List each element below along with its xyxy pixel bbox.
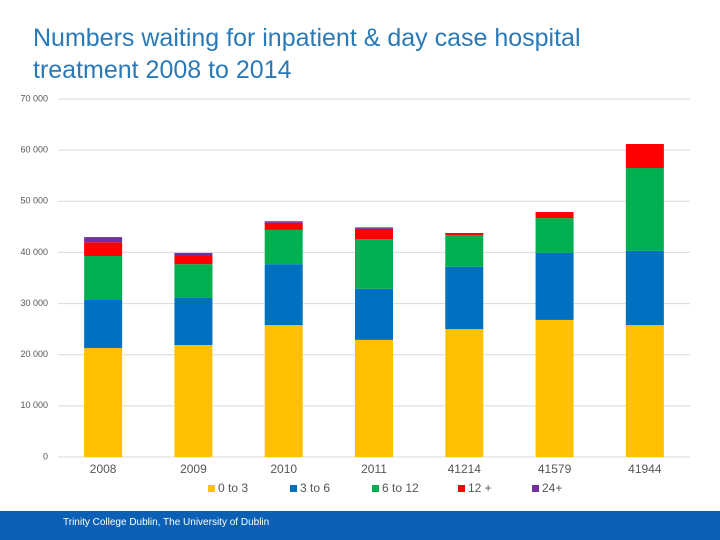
x-tick-label: 41579	[538, 462, 572, 476]
bar-segment	[84, 299, 123, 349]
chart: 0 10 000 20 000 30 000 40 000 50 000 60 000 70 …	[20, 93, 690, 495]
bar-segment	[84, 256, 123, 300]
bar-segment	[264, 325, 303, 457]
x-tick-label: 41944	[628, 462, 662, 476]
bar-segment	[264, 264, 303, 326]
bar-segment	[174, 264, 213, 298]
bar-segment	[625, 144, 664, 169]
legend-label: 24+	[542, 481, 562, 495]
y-tick-label: 20 000	[20, 349, 48, 359]
bar-segment	[625, 250, 664, 326]
bar-segment	[84, 348, 123, 457]
legend-swatch	[372, 485, 379, 492]
y-tick-label: 30 000	[20, 298, 48, 308]
bar-segment	[445, 232, 484, 236]
bar-segment	[445, 235, 484, 267]
y-tick-label: 40 000	[20, 247, 48, 257]
legend-swatch	[532, 485, 539, 492]
bar-segment	[264, 221, 303, 223]
x-tick-label: 2009	[180, 462, 207, 476]
bar-segment	[535, 212, 574, 219]
bar-segment	[535, 319, 574, 457]
bar-segment	[174, 252, 213, 257]
bar-segment	[355, 228, 393, 240]
legend-swatch	[290, 485, 297, 492]
bar-segment	[355, 288, 393, 340]
y-tick-label: 0	[43, 451, 48, 461]
bar-segment	[445, 329, 484, 457]
bar-segment	[84, 242, 123, 257]
x-tick-label: 2010	[270, 462, 297, 476]
bar-segment	[174, 344, 213, 457]
footer-bar: Trinity College Dublin, The University o…	[0, 511, 720, 540]
legend-label: 12 +	[468, 481, 492, 495]
legend-label: 6 to 12	[382, 481, 419, 495]
y-tick-label: 60 000	[20, 145, 48, 155]
legend-label: 0 to 3	[218, 481, 248, 495]
x-tick-label: 41214	[448, 462, 482, 476]
bar-segment	[535, 218, 574, 253]
bar-segment	[355, 227, 393, 229]
chart-title: Numbers waiting for inpatient & day case…	[33, 24, 581, 84]
bar-segment	[84, 237, 123, 243]
y-tick-label: 10 000	[20, 400, 48, 410]
legend-swatch	[458, 485, 465, 492]
footer-text: Trinity College Dublin, The University o…	[63, 517, 270, 528]
legend-label: 3 to 6	[300, 481, 330, 495]
bar-segment	[355, 239, 393, 289]
bar-segment	[174, 297, 213, 345]
legend-swatch	[208, 485, 215, 492]
bar-segment	[625, 325, 664, 457]
bar-segment	[264, 222, 303, 230]
y-tick-label: 50 000	[20, 196, 48, 206]
x-tick-label: 2011	[361, 462, 387, 476]
bar-segment	[355, 339, 393, 457]
bar-segment	[625, 168, 664, 251]
bar-segment	[264, 229, 303, 265]
bar-segment	[445, 266, 484, 330]
bar-segment	[535, 252, 574, 320]
bar-segment	[174, 256, 213, 265]
x-tick-label: 2008	[90, 462, 117, 476]
y-tick-label: 70 000	[20, 93, 48, 103]
